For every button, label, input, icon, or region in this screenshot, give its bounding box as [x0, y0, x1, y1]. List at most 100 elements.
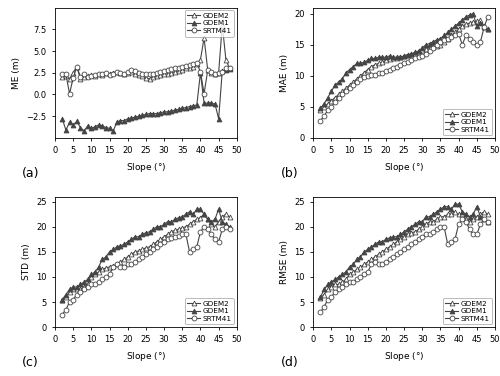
- GDEM2: [441, 214, 447, 219]
- SRTM41: [390, 66, 396, 71]
- GDEM1: [176, 107, 182, 112]
- GDEM2: [398, 55, 404, 59]
- GDEM2: [404, 53, 410, 57]
- SRTM41: [368, 72, 374, 77]
- SRTM41: [150, 247, 156, 252]
- SRTM41: [383, 260, 389, 264]
- SRTM41: [390, 255, 396, 259]
- SRTM41: [434, 42, 440, 47]
- GDEM1: [394, 235, 400, 239]
- GDEM1: [114, 120, 120, 124]
- GDEM2: [448, 212, 454, 217]
- Line: GDEM2: GDEM2: [60, 23, 232, 81]
- GDEM2: [223, 212, 229, 217]
- SRTM41: [136, 257, 141, 262]
- SRTM41: [114, 70, 120, 74]
- SRTM41: [96, 72, 102, 77]
- SRTM41: [321, 305, 327, 309]
- GDEM2: [354, 267, 360, 272]
- GDEM1: [332, 277, 338, 282]
- GDEM1: [466, 13, 472, 17]
- GDEM1: [114, 244, 120, 249]
- GDEM1: [484, 220, 490, 224]
- GDEM2: [350, 80, 356, 84]
- GDEM1: [423, 214, 429, 219]
- SRTM41: [380, 70, 386, 75]
- GDEM1: [216, 207, 222, 211]
- SRTM41: [332, 290, 338, 294]
- SRTM41: [416, 55, 422, 59]
- SRTM41: [74, 64, 80, 69]
- GDEM2: [383, 58, 389, 62]
- GDEM2: [88, 73, 94, 77]
- GDEM1: [198, 207, 203, 211]
- GDEM2: [74, 64, 80, 69]
- GDEM1: [121, 118, 127, 123]
- GDEM1: [358, 61, 364, 66]
- GDEM2: [380, 60, 386, 64]
- GDEM1: [386, 235, 392, 240]
- SRTM41: [350, 83, 356, 88]
- GDEM1: [420, 220, 426, 224]
- SRTM41: [456, 31, 462, 36]
- X-axis label: Slope ($\degree$): Slope ($\degree$): [384, 350, 424, 363]
- GDEM1: [354, 61, 360, 66]
- Legend: GDEM2, GDEM1, SRTM41: GDEM2, GDEM1, SRTM41: [184, 298, 234, 324]
- GDEM2: [103, 266, 109, 270]
- GDEM1: [100, 257, 105, 262]
- GDEM1: [136, 235, 141, 239]
- GDEM1: [372, 56, 378, 61]
- X-axis label: Slope ($\degree$): Slope ($\degree$): [126, 350, 166, 363]
- SRTM41: [346, 86, 352, 91]
- SRTM41: [198, 70, 203, 74]
- GDEM1: [380, 55, 386, 59]
- GDEM1: [96, 265, 102, 269]
- SRTM41: [361, 272, 367, 277]
- GDEM1: [408, 52, 414, 56]
- SRTM41: [92, 73, 98, 77]
- SRTM41: [154, 70, 160, 75]
- GDEM1: [208, 101, 214, 105]
- SRTM41: [426, 49, 432, 53]
- GDEM2: [204, 68, 210, 73]
- GDEM2: [463, 22, 469, 27]
- GDEM1: [444, 205, 450, 209]
- SRTM41: [63, 307, 69, 312]
- GDEM2: [343, 277, 349, 282]
- SRTM41: [481, 217, 487, 221]
- GDEM2: [128, 252, 134, 257]
- GDEM2: [100, 267, 105, 272]
- GDEM1: [208, 220, 214, 224]
- GDEM2: [438, 214, 444, 219]
- GDEM1: [336, 275, 342, 279]
- SRTM41: [350, 280, 356, 284]
- GDEM2: [212, 72, 218, 77]
- GDEM1: [438, 207, 444, 211]
- GDEM2: [176, 69, 182, 73]
- Legend: GDEM2, GDEM1, SRTM41: GDEM2, GDEM1, SRTM41: [184, 11, 234, 36]
- GDEM2: [390, 242, 396, 247]
- SRTM41: [318, 118, 324, 123]
- Line: GDEM1: GDEM1: [318, 202, 490, 299]
- GDEM1: [183, 212, 189, 217]
- SRTM41: [452, 33, 458, 38]
- SRTM41: [183, 64, 189, 68]
- Line: SRTM41: SRTM41: [318, 14, 490, 123]
- GDEM2: [361, 70, 367, 75]
- GDEM1: [401, 229, 407, 234]
- GDEM2: [416, 227, 422, 232]
- Text: (b): (b): [280, 167, 298, 180]
- Line: GDEM1: GDEM1: [318, 11, 490, 111]
- SRTM41: [143, 252, 149, 257]
- SRTM41: [78, 75, 84, 79]
- SRTM41: [124, 70, 130, 74]
- GDEM2: [408, 230, 414, 235]
- GDEM2: [216, 70, 222, 75]
- GDEM1: [183, 105, 189, 110]
- GDEM2: [430, 220, 436, 224]
- GDEM2: [340, 89, 345, 94]
- GDEM1: [466, 214, 472, 219]
- SRTM41: [81, 287, 87, 292]
- SRTM41: [368, 262, 374, 267]
- GDEM1: [328, 89, 334, 94]
